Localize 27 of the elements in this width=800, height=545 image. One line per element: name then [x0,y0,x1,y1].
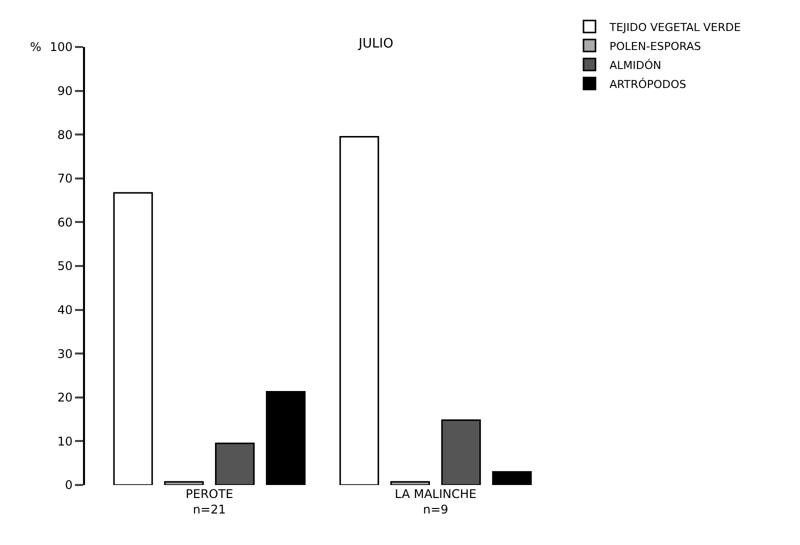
bar [164,481,204,485]
x-tick-label: LA MALINCHE n=9 [394,487,476,517]
legend-label: POLEN-ESPORAS [610,40,702,53]
bar [492,471,532,485]
y-tick-label: 0 [64,478,73,492]
y-tick-label: 20 [57,390,73,405]
bar [215,442,255,485]
y-tick-label: 70 [57,172,73,186]
chart-title: JULIO [358,36,394,52]
legend-label: TEJIDO VEGETAL VERDE [608,20,741,34]
y-tick-label: 100 [50,40,73,54]
y-tick-label: 40 [57,303,73,317]
y-tick-label: 60 [57,215,73,230]
y-tick-label: 80 [57,128,73,142]
bar [266,390,306,485]
y-axis-title: % [30,40,42,54]
y-tick-label: 30 [57,346,73,361]
bar [339,136,380,485]
y-tick-label: 10 [57,434,73,448]
bar [113,192,153,485]
bar [441,419,481,485]
bar [390,481,430,485]
y-tick-label: 90 [57,84,73,98]
legend-label: ALMIDÓN [610,58,662,72]
y-tick-label: 50 [57,259,73,274]
legend-label: ARTRÓPODOS [610,76,686,91]
x-tick-label: PEROTE n=21 [186,487,234,517]
